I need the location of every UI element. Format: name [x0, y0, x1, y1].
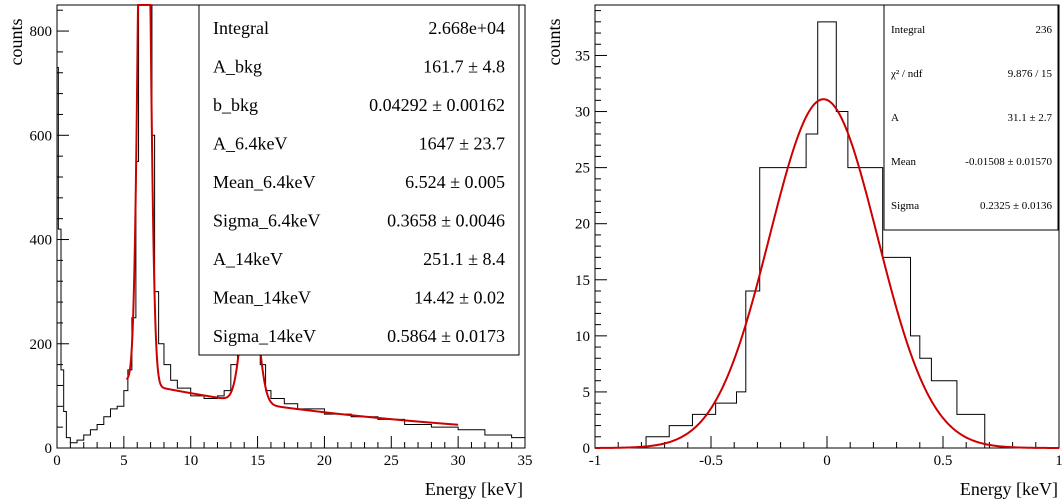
left-stat-value: 0.5864 ± 0.0173	[387, 326, 505, 346]
right-y-tick-label: 10	[575, 329, 590, 345]
left-stats-box: Integral 2.668e+04 A_bkg 161.7 ± 4.8 b_bkg 0.…	[198, 4, 520, 356]
right-stat-name: Mean	[891, 156, 917, 168]
left-y-tick-label: 0	[45, 441, 53, 457]
right-stat-name: Sigma	[891, 200, 919, 212]
left-x-axis: 0 5 10 15 20 25 30 35	[53, 436, 533, 469]
left-stat-name: A_6.4keV	[213, 134, 288, 154]
right-stat-value: 31.1 ± 2.7	[1007, 112, 1052, 124]
right-y-axis-title: counts	[544, 19, 564, 66]
right-x-tick-label: 0.5	[934, 453, 953, 469]
left-x-tick-label: 0	[53, 453, 61, 469]
left-stat-value: 0.04292 ± 0.00162	[369, 95, 505, 115]
right-stat-value: -0.01508 ± 0.01570	[965, 156, 1052, 168]
left-x-tick-label: 35	[518, 453, 533, 469]
left-stat-value: 2.668e+04	[428, 18, 505, 38]
left-stat-name: Sigma_6.4keV	[213, 211, 321, 231]
left-stat-name: Mean_14keV	[213, 288, 311, 308]
right-x-tick-label: 0	[823, 453, 831, 469]
left-stat-value: 1647 ± 23.7	[419, 134, 505, 154]
right-stats-box-frame	[883, 4, 1059, 231]
left-stat-name: Sigma_14keV	[213, 326, 316, 346]
left-x-tick-label: 20	[317, 453, 332, 469]
right-y-tick-label: 20	[575, 217, 590, 233]
left-x-tick-label: 10	[183, 453, 198, 469]
right-y-tick-label: 15	[575, 273, 590, 289]
right-x-axis-title: Energy [keV]	[960, 479, 1058, 499]
left-x-tick-label: 25	[384, 453, 399, 469]
right-y-axis: 0 5 10 15 20 25 30 35	[575, 10, 607, 457]
left-x-tick-label: 5	[120, 453, 128, 469]
left-stat-name: A_14keV	[213, 249, 283, 269]
left-panel: 020040060080010001200140016001800 051015…	[6, 4, 533, 499]
left-stats-rows: Integral 2.668e+04 A_bkg 161.7 ± 4.8 b_bkg 0.…	[213, 18, 505, 346]
left-stat-value: 251.1 ± 8.4	[423, 249, 505, 269]
right-x-tick-label: 1	[1055, 453, 1063, 469]
right-stat-value: 236	[1036, 24, 1053, 36]
right-y-tick-label: 30	[575, 105, 590, 121]
left-stat-value: 161.7 ± 4.8	[423, 57, 505, 77]
right-stats-box: Integral 236 χ² / ndf 9.876 / 15 A 31.1 ± 2.7…	[883, 4, 1059, 231]
left-y-axis: 020040060080010001200140016001800	[30, 9, 69, 457]
left-stat-value: 0.3658 ± 0.0046	[387, 211, 505, 231]
left-x-tick-label: 15	[250, 453, 265, 469]
right-histogram	[645, 21, 986, 448]
left-y-axis-title: counts	[6, 19, 26, 66]
right-y-tick-label: 0	[583, 441, 591, 457]
left-stat-name: b_bkg	[213, 95, 258, 115]
right-stat-name: χ² / ndf	[890, 68, 923, 80]
right-stat-name: Integral	[891, 24, 925, 36]
left-stat-value: 14.42 ± 0.02	[414, 288, 505, 308]
right-stats-rows: Integral 236 χ² / ndf 9.876 / 15 A 31.1 ± 2.7…	[890, 24, 1053, 212]
left-y-tick-label: 400	[30, 233, 53, 249]
right-stat-value: 0.2325 ± 0.0136	[980, 200, 1053, 212]
right-stat-name: A	[891, 112, 899, 124]
right-x-tick-label: -1	[589, 453, 602, 469]
left-x-tick-label: 30	[451, 453, 466, 469]
left-stat-name: Mean_6.4keV	[213, 172, 315, 192]
right-y-tick-label: 5	[583, 385, 591, 401]
left-y-tick-label: 800	[30, 24, 53, 40]
left-y-tick-label: 200	[30, 337, 53, 353]
right-stat-value: 9.876 / 15	[1008, 68, 1053, 80]
left-stat-name: A_bkg	[213, 57, 262, 77]
right-panel: 0 5 10 15 20 25 30 35 -1 -0.5 0 0.5 1 Integral 236 χ²…	[544, 4, 1063, 499]
left-x-axis-title: Energy [keV]	[425, 479, 523, 499]
right-x-axis: -1 -0.5 0 0.5 1	[589, 436, 1063, 469]
right-y-tick-label: 35	[575, 48, 590, 64]
right-x-tick-label: -0.5	[699, 453, 723, 469]
right-y-tick-label: 25	[575, 161, 590, 177]
left-stats-box-frame	[198, 4, 520, 356]
left-stat-value: 6.524 ± 0.005	[405, 172, 505, 192]
left-stat-name: Integral	[213, 18, 269, 38]
left-y-tick-label: 600	[30, 128, 53, 144]
right-fit-curve	[594, 98, 1059, 449]
left-fit-curve	[125, 4, 459, 426]
